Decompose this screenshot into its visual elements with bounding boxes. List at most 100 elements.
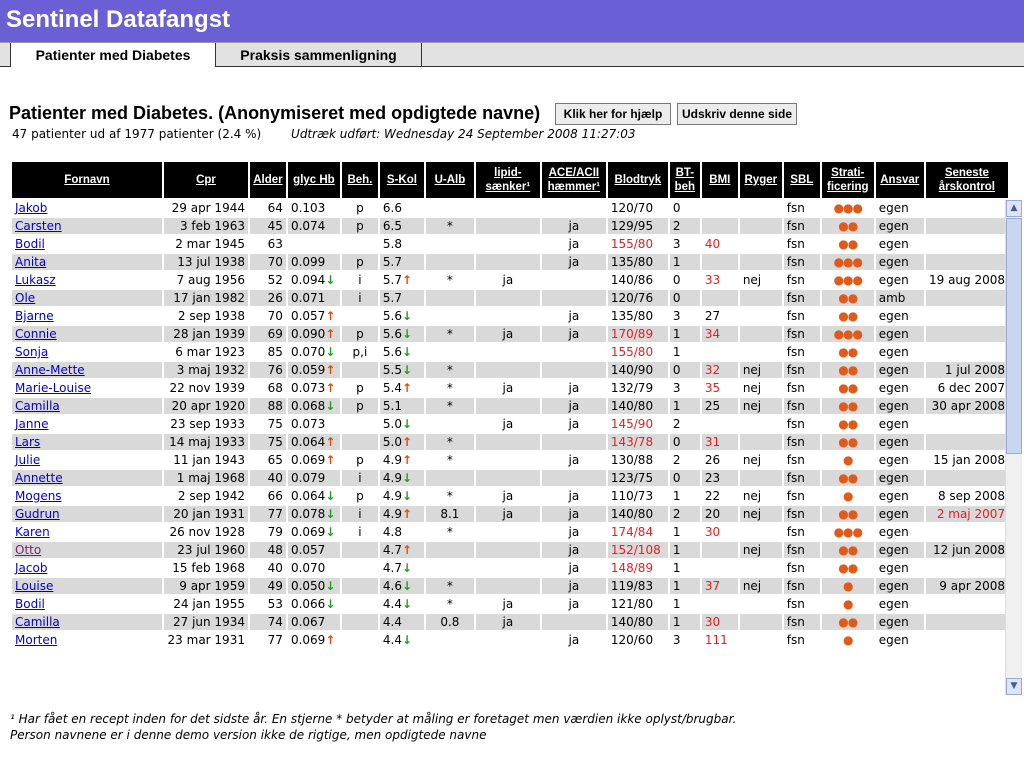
last-control-cell	[925, 254, 1008, 270]
patient-name-link[interactable]: Connie	[15, 327, 57, 341]
sbl-cell: fsn	[783, 308, 820, 324]
column-header[interactable]: Fornavn	[12, 162, 162, 198]
s-kol-cell: 4.9↑	[379, 506, 424, 522]
sbl-cell: fsn	[783, 326, 820, 342]
responsibility-cell: egen	[875, 218, 924, 234]
s-kol-cell: 4.7↑	[379, 542, 424, 558]
patient-name-link[interactable]: Camilla	[15, 615, 60, 629]
bmi-cell: 30	[701, 524, 738, 540]
column-header[interactable]: U-Alb	[425, 162, 474, 198]
blood-pressure-cell: 120/60	[607, 632, 668, 648]
glyc-hb-cell: 0.069↑	[287, 632, 340, 648]
bmi-cell: 37	[701, 578, 738, 594]
age-cell: 69	[249, 326, 286, 342]
u-alb-cell: *	[425, 272, 474, 288]
scroll-thumb[interactable]	[1006, 218, 1022, 454]
column-header[interactable]: ACE/ACII hæmmer¹	[541, 162, 606, 198]
patient-name-link[interactable]: Lukasz	[15, 273, 56, 287]
ace-cell: ja	[541, 218, 606, 234]
help-button[interactable]: Klik her for hjælp	[555, 103, 671, 125]
treatment-cell: p	[341, 200, 378, 216]
patient-name-link[interactable]: Carsten	[15, 219, 62, 233]
ace-cell: ja	[541, 632, 606, 648]
cpr-cell: 9 apr 1959	[163, 578, 248, 594]
vertical-scrollbar[interactable]: ▲ ▼	[1005, 200, 1022, 695]
bmi-cell	[701, 560, 738, 576]
patient-name-link[interactable]: Julie	[15, 453, 41, 467]
smoker-cell	[739, 290, 782, 306]
column-header[interactable]: BMI	[701, 162, 738, 198]
patient-name-link[interactable]: Janne	[15, 417, 49, 431]
column-header[interactable]: Cpr	[163, 162, 248, 198]
sbl-cell: fsn	[783, 200, 820, 216]
treatment-cell: i	[341, 470, 378, 486]
last-control-cell	[925, 614, 1008, 630]
column-header[interactable]: Ryger	[739, 162, 782, 198]
glyc-hb-cell	[287, 236, 340, 252]
s-kol-cell: 5.6↓	[379, 326, 424, 342]
patient-name-link[interactable]: Bjarne	[15, 309, 54, 323]
arrow-down-icon: ↓	[325, 399, 336, 413]
column-header[interactable]: SBL	[783, 162, 820, 198]
last-control-cell	[925, 632, 1008, 648]
lipid-cell	[475, 578, 540, 594]
column-header[interactable]: Blodtryk	[607, 162, 668, 198]
treatment-cell	[341, 434, 378, 450]
blood-pressure-cell: 155/80	[607, 236, 668, 252]
scroll-down-icon[interactable]: ▼	[1006, 678, 1022, 695]
patient-name-link[interactable]: Bodil	[15, 237, 45, 251]
u-alb-cell	[425, 542, 474, 558]
age-cell: 70	[249, 254, 286, 270]
risk-dot-icon: ●	[821, 596, 874, 612]
patient-name-link[interactable]: Annette	[15, 471, 63, 485]
print-button[interactable]: Udskriv denne side	[677, 103, 797, 125]
patient-name-link[interactable]: Bodil	[15, 597, 45, 611]
risk-dot-icon: ●	[821, 488, 874, 504]
treatment-cell	[341, 542, 378, 558]
column-header[interactable]: lipid-sænker¹	[475, 162, 540, 198]
table-row: Bodil 2 mar 1945 63 5.8 ja 155/80 3 40 fsn ●● egen	[12, 236, 1008, 252]
cpr-cell: 14 maj 1933	[163, 434, 248, 450]
cpr-cell: 17 jan 1982	[163, 290, 248, 306]
column-header[interactable]: Seneste årskontrol	[925, 162, 1008, 198]
column-header[interactable]: BT-beh	[669, 162, 700, 198]
risk-dot-icon: ●●	[821, 434, 874, 450]
bt-beh-cell: 3	[669, 308, 700, 324]
age-cell: 68	[249, 380, 286, 396]
column-header[interactable]: Beh.	[341, 162, 378, 198]
last-control-cell	[925, 200, 1008, 216]
blood-pressure-cell: 135/80	[607, 308, 668, 324]
ace-cell: ja	[541, 506, 606, 522]
column-header[interactable]: Strati-ficering	[821, 162, 874, 198]
column-header[interactable]: Ansvar	[875, 162, 924, 198]
ace-cell	[541, 614, 606, 630]
s-kol-cell: 5.5↓	[379, 362, 424, 378]
treatment-cell	[341, 416, 378, 432]
cpr-cell: 20 jan 1931	[163, 506, 248, 522]
tab-patienter-med-diabetes[interactable]: Patienter med Diabetes	[10, 43, 216, 67]
patient-name-link[interactable]: Ole	[15, 291, 36, 305]
sbl-cell: fsn	[783, 578, 820, 594]
patient-name-link[interactable]: Camilla	[15, 399, 60, 413]
patient-name-link[interactable]: Mogens	[15, 489, 62, 503]
patient-name-link[interactable]: Jakob	[15, 201, 48, 215]
scroll-up-icon[interactable]: ▲	[1006, 200, 1022, 217]
patient-name-link[interactable]: Karen	[15, 525, 50, 539]
column-header[interactable]: S-Kol	[379, 162, 424, 198]
patient-name-link[interactable]: Jacob	[15, 561, 48, 575]
patient-name-link[interactable]: Lars	[15, 435, 41, 449]
patient-name-link[interactable]: Anita	[15, 255, 47, 269]
patient-name-link[interactable]: Otto	[15, 543, 42, 557]
last-control-cell: 6 dec 2007	[925, 380, 1008, 396]
patient-name-link[interactable]: Anne-Mette	[15, 363, 85, 377]
column-header[interactable]: Alder	[249, 162, 286, 198]
tab-praksis-sammenligning[interactable]: Praksis sammenligning	[216, 43, 422, 67]
patient-name-link[interactable]: Morten	[15, 633, 58, 647]
patient-name-link[interactable]: Sonja	[15, 345, 49, 359]
table-row: Camilla 20 apr 1920 88 0.068↓ p 5.1 * ja 140/80 1…	[12, 398, 1008, 414]
sbl-cell: fsn	[783, 380, 820, 396]
patient-name-link[interactable]: Louise	[15, 579, 54, 593]
column-header[interactable]: glyc Hb	[287, 162, 340, 198]
patient-name-link[interactable]: Marie-Louise	[15, 381, 92, 395]
patient-name-link[interactable]: Gudrun	[15, 507, 60, 521]
